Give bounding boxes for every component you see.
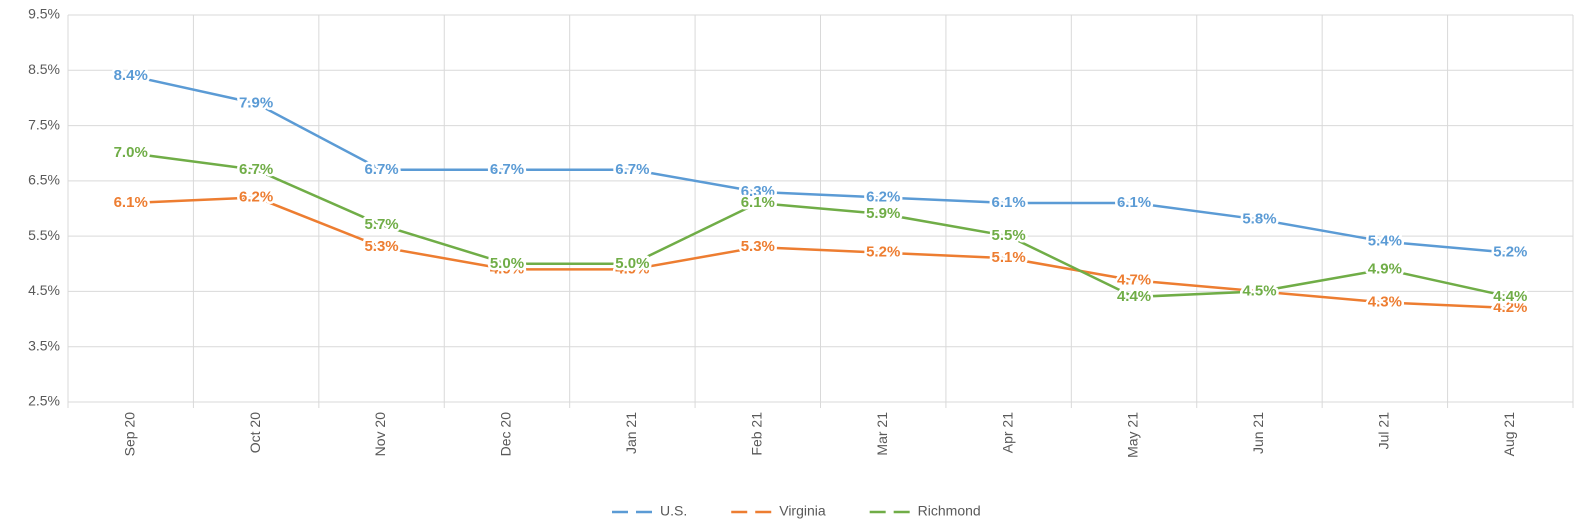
x-tick-label: Aug 21	[1501, 412, 1517, 457]
data-label: 5.0%	[615, 255, 649, 272]
data-label: 6.1%	[992, 194, 1026, 211]
data-label: 4.4%	[1493, 288, 1527, 305]
data-label: 4.7%	[1117, 271, 1151, 288]
y-tick-label: 4.5%	[28, 282, 60, 298]
x-tick-label: Apr 21	[999, 412, 1015, 453]
y-tick-label: 2.5%	[28, 393, 60, 409]
data-label: 7.9%	[239, 94, 273, 111]
x-tick-label: Mar 21	[874, 412, 890, 456]
data-label: 6.1%	[1117, 194, 1151, 211]
x-tick-label: May 21	[1125, 412, 1141, 458]
data-label: 5.9%	[866, 205, 900, 222]
data-label: 6.7%	[364, 161, 398, 178]
y-tick-label: 3.5%	[28, 337, 60, 353]
series-line	[130, 74, 1511, 254]
data-label: 6.2%	[239, 188, 273, 205]
series-line	[130, 196, 1511, 310]
data-label: 4.3%	[1368, 293, 1402, 310]
data-label: 5.4%	[1368, 233, 1402, 250]
data-label: 6.3%	[741, 183, 775, 200]
data-label: 5.2%	[866, 244, 900, 261]
y-tick-label: 5.5%	[28, 227, 60, 243]
data-label: 4.2%	[1493, 299, 1527, 316]
x-tick-label: Oct 20	[247, 412, 263, 453]
data-label: 5.3%	[741, 238, 775, 255]
data-label: 7.0%	[114, 144, 148, 161]
x-tick-label: Jul 21	[1376, 412, 1392, 450]
data-label: 4.9%	[1368, 260, 1402, 277]
data-label: 5.0%	[490, 255, 524, 272]
x-tick-label: Jan 21	[623, 412, 639, 454]
x-tick-label: Jun 21	[1250, 412, 1266, 454]
data-label: 4.9%	[615, 260, 649, 277]
data-label: 6.7%	[239, 161, 273, 178]
data-label: 6.7%	[615, 161, 649, 178]
x-tick-label: Dec 20	[498, 412, 514, 457]
legend-label: Virginia	[779, 503, 826, 519]
legend-label: U.S.	[660, 503, 687, 519]
data-label: 6.1%	[114, 194, 148, 211]
data-label: 6.1%	[741, 194, 775, 211]
data-label: 4.9%	[490, 260, 524, 277]
data-label: 5.7%	[364, 216, 398, 233]
data-label: 5.2%	[1493, 244, 1527, 261]
x-tick-label: Nov 20	[372, 412, 388, 457]
legend-label: Richmond	[918, 503, 981, 519]
x-tick-label: Feb 21	[748, 412, 764, 456]
data-label: 6.2%	[866, 188, 900, 205]
data-label: 4.5%	[1242, 282, 1276, 299]
data-label: 5.1%	[992, 249, 1026, 266]
data-label: 4.4%	[1117, 288, 1151, 305]
data-label: 5.8%	[1242, 211, 1276, 228]
data-label: 5.5%	[992, 227, 1026, 244]
series-line	[130, 151, 1511, 299]
y-tick-label: 7.5%	[28, 116, 60, 132]
data-label: 6.7%	[490, 161, 524, 178]
data-label: 8.4%	[114, 67, 148, 84]
data-label: 4.5%	[1242, 282, 1276, 299]
y-tick-label: 8.5%	[28, 61, 60, 77]
x-tick-label: Sep 20	[121, 412, 137, 457]
y-tick-label: 6.5%	[28, 172, 60, 188]
data-label: 5.3%	[364, 238, 398, 255]
y-tick-label: 9.5%	[28, 6, 60, 22]
